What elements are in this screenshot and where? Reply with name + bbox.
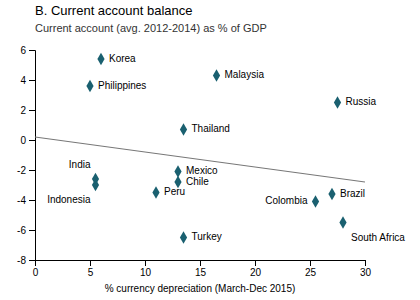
y-tick-label: -8: [17, 255, 26, 266]
point-label: Colombia: [265, 195, 308, 206]
y-tick-mark: [29, 140, 35, 141]
subtitle: Current account (avg. 2012-2014) as % of…: [35, 22, 267, 34]
y-tick-mark: [29, 260, 35, 261]
y-tick-mark: [29, 50, 35, 51]
point: [86, 80, 93, 92]
y-tick-label: -6: [17, 225, 26, 236]
point-label: Thailand: [192, 123, 230, 134]
x-tick-label: 0: [33, 267, 39, 278]
x-tick: 20: [250, 260, 262, 278]
point-label: Mexico: [186, 165, 218, 176]
point: [312, 195, 319, 207]
point-label: India: [69, 159, 91, 170]
y-tick-mark: [29, 80, 35, 81]
y-tick-label: -2: [17, 165, 26, 176]
point: [92, 179, 99, 191]
x-tick-label: 5: [88, 267, 94, 278]
y-tick-label: -4: [17, 195, 26, 206]
y-tick: 4: [20, 75, 35, 86]
x-tick-mark: [255, 260, 256, 266]
point-label: Malaysia: [225, 69, 265, 80]
x-axis-line: [36, 261, 366, 267]
point-label: Chile: [186, 176, 209, 187]
point: [339, 216, 346, 228]
y-tick-label: 0: [20, 135, 26, 146]
x-tick-label: 20: [250, 267, 262, 278]
point: [180, 231, 187, 243]
point-label: Korea: [109, 53, 136, 64]
x-tick: 30: [360, 260, 372, 278]
x-tick-label: 25: [305, 267, 317, 278]
x-axis-title: % currency depreciation (March-Dec 2015): [105, 283, 296, 294]
x-tick: 15: [195, 260, 207, 278]
point: [213, 69, 220, 81]
x-tick: 0: [33, 260, 39, 278]
x-tick: 25: [305, 260, 317, 278]
x-tick-mark: [200, 260, 201, 266]
y-tick: 0: [20, 135, 35, 146]
point-label: Turkey: [192, 231, 222, 242]
point-label: Indonesia: [47, 194, 91, 205]
y-tick-mark: [29, 230, 35, 231]
point: [334, 96, 341, 108]
y-tick-mark: [29, 200, 35, 201]
point-label: South Africa: [351, 232, 405, 243]
plot: 0 5 10 15 20 25 30 -8 -6 -4 -2 0 2 4 6 % currency depre…: [17, 45, 405, 294]
point-label: Peru: [164, 186, 185, 197]
x-tick: 5: [88, 260, 94, 278]
x-tick-mark: [145, 260, 146, 266]
chart: B. Current account balance Current accoun…: [0, 0, 420, 300]
point-label: Russia: [346, 96, 377, 107]
y-tick-label: 2: [20, 105, 26, 116]
x-tick-mark: [90, 260, 91, 266]
y-axis-line: [29, 51, 36, 261]
point-label: Philippines: [98, 80, 146, 91]
y-tick: -2: [17, 165, 35, 176]
point: [180, 123, 187, 135]
point-label: Brazil: [340, 188, 365, 199]
y-axis: -8 -6 -4 -2 0 2 4 6: [17, 45, 35, 266]
x-axis: 0 5 10 15 20 25 30: [33, 260, 372, 278]
point-labels: Korea Philippines Malaysia Russia Thailand In…: [47, 53, 405, 243]
x-tick-label: 30: [360, 267, 372, 278]
point: [152, 186, 159, 198]
x-tick: 10: [140, 260, 152, 278]
marks: [35, 53, 365, 244]
x-tick-mark: [365, 260, 366, 266]
y-tick: -4: [17, 195, 35, 206]
x-tick-label: 15: [195, 267, 207, 278]
point: [97, 53, 104, 65]
x-tick-label: 10: [140, 267, 152, 278]
y-tick-mark: [29, 170, 35, 171]
y-tick: 2: [20, 105, 35, 116]
y-tick-mark: [29, 110, 35, 111]
y-tick: 6: [20, 45, 35, 56]
y-tick: -8: [17, 255, 35, 266]
title: B. Current account balance: [35, 3, 193, 18]
x-tick-mark: [310, 260, 311, 266]
y-tick-label: 4: [20, 75, 26, 86]
y-tick-label: 6: [20, 45, 26, 56]
point: [328, 188, 335, 200]
y-tick: -6: [17, 225, 35, 236]
